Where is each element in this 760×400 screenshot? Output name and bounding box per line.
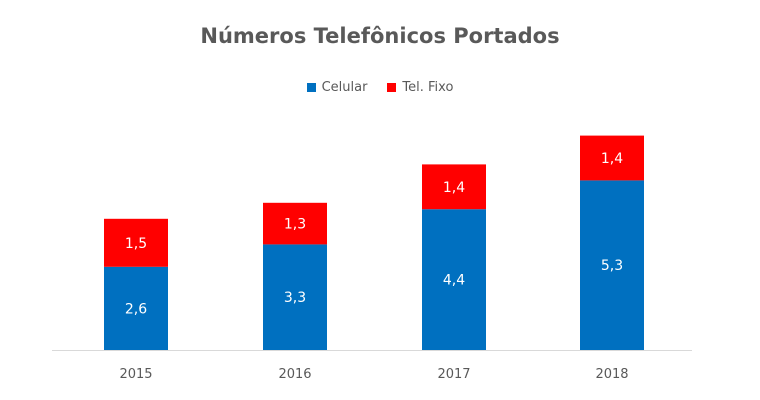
legend-label-celular: Celular	[321, 80, 368, 95]
legend-item-tel-fixo: Tel. Fixo	[387, 80, 453, 95]
legend-label-tel-fixo: Tel. Fixo	[402, 80, 454, 95]
data-label-tel-fixo-2018: 1,4	[601, 151, 623, 167]
bar-celular-2018	[580, 180, 644, 350]
data-label-tel-fixo-2016: 1,3	[284, 217, 306, 233]
bar-tel-fixo-2017	[422, 164, 486, 210]
data-label-celular-2016: 3,3	[284, 290, 306, 306]
x-tick-label-2015: 2015	[119, 367, 152, 382]
data-label-tel-fixo-2015: 1,5	[125, 236, 147, 252]
data-label-celular-2017: 4,4	[443, 273, 465, 289]
x-tick-label-2017: 2017	[437, 367, 470, 382]
legend: Celular Tel. Fixo	[0, 80, 760, 95]
data-label-celular-2015: 2,6	[125, 301, 147, 317]
chart-title: Números Telefônicos Portados	[200, 24, 560, 48]
bar-tel-fixo-2016	[263, 202, 327, 245]
bar-celular-2016	[263, 244, 327, 350]
legend-item-celular: Celular	[306, 80, 368, 95]
bar-tel-fixo-2015	[104, 218, 168, 267]
x-tick-label-2018: 2018	[595, 367, 628, 382]
legend-swatch-celular	[306, 83, 316, 92]
bar-tel-fixo-2018	[580, 135, 644, 181]
data-label-celular-2018: 5,3	[601, 258, 623, 274]
data-label-tel-fixo-2017: 1,4	[443, 180, 465, 196]
bar-celular-2015	[104, 266, 168, 350]
legend-swatch-tel-fixo	[387, 83, 397, 92]
x-tick-label-2016: 2016	[278, 367, 311, 382]
bar-celular-2017	[422, 209, 486, 350]
